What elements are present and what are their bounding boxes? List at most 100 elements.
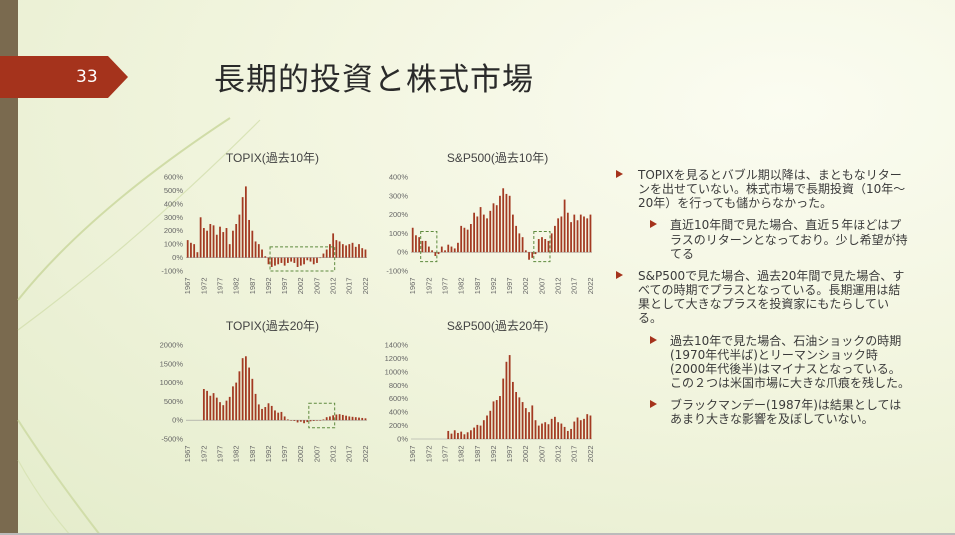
x-tick-label: 1977 xyxy=(440,446,449,463)
bar xyxy=(299,257,302,266)
bar xyxy=(264,407,267,421)
bar xyxy=(557,218,560,253)
bar xyxy=(476,424,479,439)
chart-topix-20y: TOPIX(過去20年) -500% 0% 500% 1000% 1500% 2000% 19… xyxy=(160,319,370,463)
bar xyxy=(358,244,360,258)
bar xyxy=(222,405,225,421)
bar xyxy=(319,257,322,259)
y-tick-label: 1000% xyxy=(160,378,184,387)
bar xyxy=(306,257,309,261)
y-tick-label: 1400% xyxy=(385,341,409,350)
bar xyxy=(482,214,485,253)
x-tick-label: 1982 xyxy=(457,278,466,295)
x-tick-label: 2012 xyxy=(554,278,563,295)
bullet-arrow-icon xyxy=(650,220,657,229)
bar xyxy=(479,425,482,439)
bar xyxy=(463,227,466,253)
bullet-arrow-icon xyxy=(650,335,657,344)
bar xyxy=(235,382,238,421)
bar xyxy=(274,410,276,421)
bar xyxy=(421,240,424,253)
bar xyxy=(492,401,495,439)
bar xyxy=(469,430,472,439)
x-tick-label: 1967 xyxy=(408,446,417,463)
bar xyxy=(544,239,547,253)
x-tick-label: 1997 xyxy=(280,446,289,463)
bar xyxy=(447,430,450,439)
bar xyxy=(440,246,443,253)
bullet-arrow-icon xyxy=(650,400,657,409)
bar xyxy=(190,242,192,258)
x-tick-label: 1997 xyxy=(505,278,514,295)
x-tick-label: 2022 xyxy=(586,446,595,463)
highlight-box xyxy=(420,231,438,263)
bar xyxy=(358,417,360,421)
bar xyxy=(332,233,335,258)
bar xyxy=(541,423,543,439)
x-tick-label: 2022 xyxy=(586,278,595,295)
bar xyxy=(280,411,283,421)
bar xyxy=(241,197,244,258)
y-tick-label: -100% xyxy=(386,267,408,276)
bar xyxy=(215,234,218,258)
bar xyxy=(296,257,299,267)
bottom-border xyxy=(0,533,955,535)
bar xyxy=(586,414,589,439)
y-tick-label: -500% xyxy=(161,435,183,444)
x-tick-label: 1982 xyxy=(457,446,466,463)
x-tick-label: 2002 xyxy=(521,278,530,295)
bar xyxy=(460,431,463,439)
bar xyxy=(537,239,540,253)
x-tick-label: 1982 xyxy=(232,446,241,463)
bar xyxy=(473,427,475,439)
bar xyxy=(524,250,527,253)
x-tick-label: 1972 xyxy=(199,446,208,463)
bar xyxy=(566,430,569,439)
bar xyxy=(589,415,592,439)
bar xyxy=(202,388,205,421)
bar xyxy=(348,244,351,258)
slide-number: 33 xyxy=(76,67,98,87)
bar xyxy=(248,219,250,258)
bar xyxy=(219,226,221,258)
y-tick-label: 0% xyxy=(172,253,183,262)
bar xyxy=(244,186,247,258)
x-tick-label: 2017 xyxy=(345,446,354,463)
y-tick-label: 100% xyxy=(164,240,184,249)
bar xyxy=(232,386,234,421)
bar xyxy=(261,249,263,258)
bar xyxy=(521,237,524,253)
y-tick-label: 1500% xyxy=(160,359,184,368)
bar xyxy=(524,408,527,439)
bullet-text: S&P500で見た場合、過去20年間で見た場合、すべての時期でプラスとなっている… xyxy=(638,268,905,326)
bar xyxy=(450,246,453,253)
bar xyxy=(586,218,589,253)
bar xyxy=(254,241,257,258)
x-tick-label: 1992 xyxy=(264,278,273,295)
bar xyxy=(499,195,501,253)
bar xyxy=(550,233,553,253)
bar xyxy=(261,408,263,421)
x-tick-label: 2002 xyxy=(296,278,305,295)
bar xyxy=(303,257,305,265)
x-tick-label: 1967 xyxy=(183,446,192,463)
bullet-item: 直近10年間で見た場合、直近５年ほどはプラスのリターンとなっており。少し希望が持… xyxy=(648,218,910,261)
x-tick-label: 2017 xyxy=(345,278,354,295)
bar xyxy=(463,434,466,439)
x-tick-label: 1972 xyxy=(199,278,208,295)
bar xyxy=(219,402,221,421)
highlight-box xyxy=(308,402,336,429)
x-tick-label: 2002 xyxy=(521,446,530,463)
bar xyxy=(534,420,537,439)
bar xyxy=(316,420,318,421)
bar xyxy=(573,421,576,439)
x-tick-label: 1972 xyxy=(424,278,433,295)
x-tick-label: 2012 xyxy=(329,446,338,463)
bar xyxy=(515,392,518,439)
bar xyxy=(460,225,463,253)
bar xyxy=(528,412,530,439)
bar xyxy=(228,244,231,258)
bar xyxy=(554,225,556,253)
bar xyxy=(508,195,511,253)
y-tick-label: 2000% xyxy=(160,341,184,350)
